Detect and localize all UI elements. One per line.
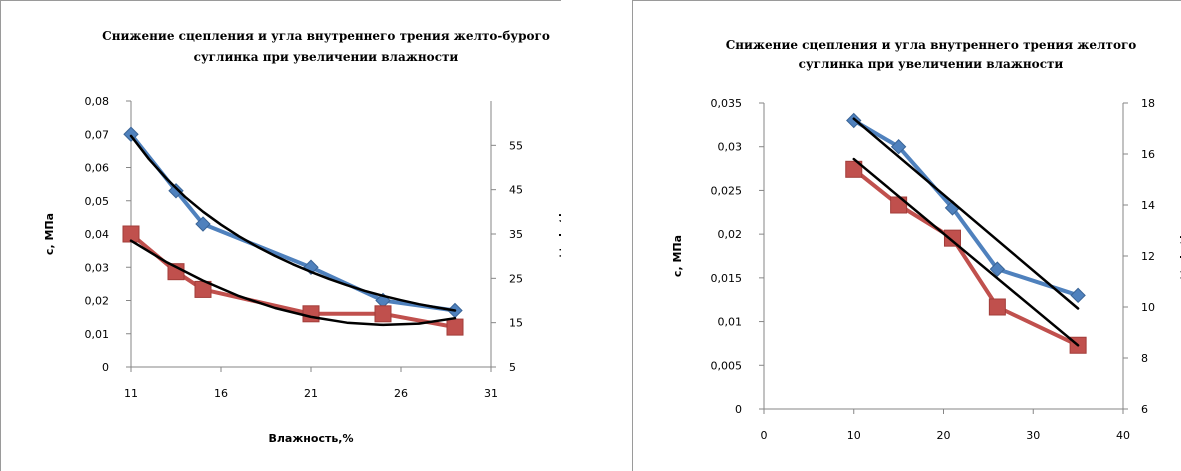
y-left-tick-label: 0,06 (85, 162, 110, 175)
y-right-tick-label: 5 (509, 361, 516, 374)
y-right-tick-label: 45 (509, 184, 523, 197)
y-left-axis-title: с, МПа (43, 213, 56, 255)
chart-title-line: суглинка при увеличении влажности (194, 50, 459, 64)
y-left-tick-label: 0,02 (85, 295, 110, 308)
chart-panel-left: Снижение сцепления и угла внутреннего тр… (0, 0, 561, 471)
y-left-tick-label: 0,01 (85, 328, 110, 341)
data-point-square (988, 298, 1006, 316)
data-point-square (845, 160, 863, 178)
x-tick-label: 30 (1026, 429, 1040, 442)
data-point-square (446, 318, 464, 336)
data-point-diamond (846, 112, 862, 129)
y-left-tick-label: 0,08 (85, 95, 110, 108)
chart-left-svg: Снижение сцепления и угла внутреннего тр… (43, 29, 561, 445)
series-line-left (129, 132, 457, 313)
y-right-tick-label: 16 (1141, 148, 1155, 161)
y-right-axis-title: φ, град (1179, 233, 1181, 280)
chart-panel-right: Снижение сцепления и угла внутреннего тр… (632, 0, 1181, 471)
y-left-tick-label: 0,03 (718, 141, 743, 154)
y-right-tick-label: 10 (1141, 301, 1155, 314)
y-right-tick-label: 35 (509, 228, 523, 241)
chart-title-line: суглинка при увеличении влажности (799, 57, 1064, 71)
trendline-left (129, 134, 457, 312)
y-left-tick-label: 0,025 (711, 184, 743, 197)
y-left-tick-label: 0,02 (718, 228, 743, 241)
y-left-tick-label: 0,05 (85, 195, 110, 208)
y-right-tick-label: 8 (1141, 352, 1148, 365)
x-tick-label: 0 (761, 429, 768, 442)
x-tick-label: 16 (214, 387, 228, 400)
trendline-right (852, 157, 1080, 347)
y-left-tick-label: 0,07 (85, 128, 110, 141)
data-point-diamond (989, 261, 1006, 277)
data-point-diamond (168, 183, 184, 199)
y-left-tick-label: 0 (102, 361, 109, 374)
trendline-right (129, 239, 457, 327)
data-point-square (374, 305, 392, 323)
y-right-tick-label: 15 (509, 317, 523, 330)
y-right-tick-label: 25 (509, 272, 523, 285)
y-left-tick-label: 0,03 (85, 261, 110, 274)
y-left-tick-label: 0 (735, 403, 742, 416)
y-left-axis-title: с, МПа (671, 235, 684, 277)
y-right-tick-label: 18 (1141, 97, 1155, 110)
y-left-tick-label: 0,04 (85, 228, 110, 241)
x-tick-label: 40 (1116, 429, 1130, 442)
chart-title-line: Снижение сцепления и угла внутреннего тр… (102, 29, 550, 43)
data-point-square (302, 305, 320, 323)
x-tick-label: 20 (937, 429, 951, 442)
x-tick-label: 11 (124, 387, 138, 400)
y-right-axis-title: φ, град (558, 211, 561, 258)
y-left-tick-label: 0,01 (718, 316, 743, 329)
data-point-square (943, 229, 961, 247)
y-right-tick-label: 14 (1141, 199, 1155, 212)
y-right-tick-label: 55 (509, 139, 523, 152)
y-left-tick-label: 0,035 (711, 97, 743, 110)
data-point-diamond (1070, 287, 1086, 304)
trendline-left (852, 117, 1080, 310)
x-tick-label: 31 (484, 387, 498, 400)
chart-right-svg: Снижение сцепления и угла внутреннего тр… (671, 38, 1181, 442)
chart-title-line: Снижение сцепления и угла внутреннего тр… (726, 38, 1137, 52)
y-right-tick-label: 6 (1141, 403, 1148, 416)
data-point-diamond (890, 139, 907, 155)
y-left-tick-label: 0,005 (711, 359, 743, 372)
x-tick-label: 10 (847, 429, 861, 442)
y-right-tick-label: 12 (1141, 250, 1155, 263)
x-tick-label: 26 (394, 387, 408, 400)
x-tick-label: 21 (304, 387, 318, 400)
x-axis-title: Влажность,% (268, 432, 353, 445)
y-left-tick-label: 0,015 (711, 272, 743, 285)
data-point-diamond (123, 126, 139, 142)
data-point-diamond (195, 216, 211, 232)
